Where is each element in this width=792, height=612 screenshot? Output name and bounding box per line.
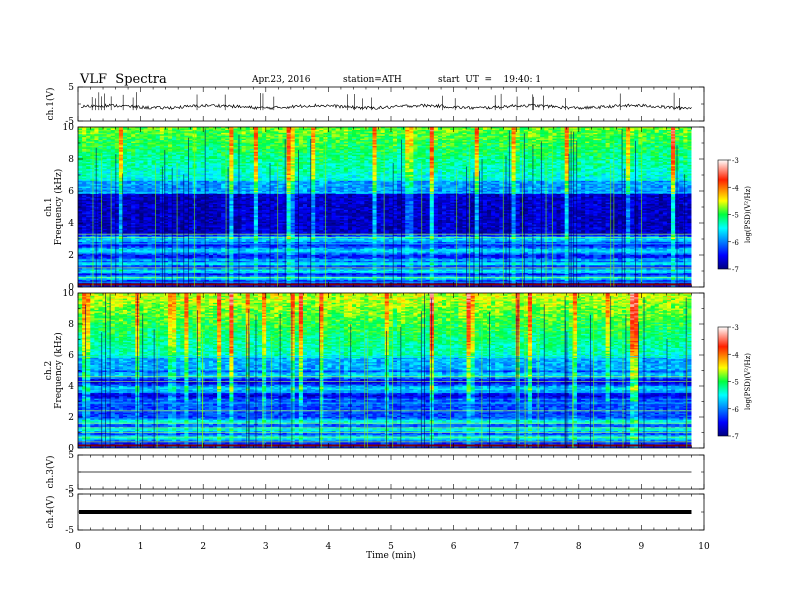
colorbar-label: log(PSD)(V²/Hz) xyxy=(744,353,752,410)
colorbar xyxy=(717,159,729,270)
colorbar-tick-label: -3 xyxy=(732,324,739,332)
y-tick-label: 4 xyxy=(68,382,74,392)
y-axis-label: ch.4(V) xyxy=(45,496,56,529)
colorbar-tick-label: -3 xyxy=(732,157,739,165)
x-tick-label: 10 xyxy=(698,542,710,552)
y-tick-label: -5 xyxy=(65,485,74,495)
x-tick-label: 9 xyxy=(639,542,645,552)
plot-title: VLF Spectra xyxy=(80,72,167,87)
y-tick-label: 6 xyxy=(68,351,74,361)
y-axis-label: ch.3(V) xyxy=(45,456,56,489)
colorbar-tick-label: -7 xyxy=(732,266,739,274)
y-tick-label: 5 xyxy=(68,451,74,461)
x-tick-label: 7 xyxy=(513,542,519,552)
y-tick-label: 4 xyxy=(68,219,74,229)
ch2-spectrogram xyxy=(78,293,704,448)
y-tick-label: 0 xyxy=(68,283,74,293)
y-tick-label: 5 xyxy=(68,490,74,500)
colorbar-tick-label: -7 xyxy=(732,433,739,441)
x-tick-label: 8 xyxy=(576,542,582,552)
y-tick-label: 8 xyxy=(68,320,74,330)
start-ut-label: start UT = 19:40: 1 xyxy=(438,75,541,85)
y-axis-label: Frequency (kHz) xyxy=(53,332,64,409)
x-tick-label: 2 xyxy=(200,542,206,552)
colorbar-label: log(PSD)(V²/Hz) xyxy=(744,186,752,243)
colorbar-tick-label: -6 xyxy=(732,406,739,414)
y-axis-label: Frequency (kHz) xyxy=(53,169,64,246)
station-label: station=ATH xyxy=(343,75,402,85)
x-tick-label: 1 xyxy=(138,542,144,552)
y-tick-label: -5 xyxy=(65,117,74,127)
y-tick-label: 0 xyxy=(68,444,74,454)
ch1-waveform xyxy=(80,103,692,111)
y-axis-label: ch.2 xyxy=(44,361,54,380)
x-tick-label: 0 xyxy=(75,542,81,552)
y-tick-label: 8 xyxy=(68,155,74,165)
colorbar xyxy=(717,326,729,437)
y-axis-label: ch.1(V) xyxy=(45,88,56,121)
x-tick-label: 5 xyxy=(388,542,394,552)
colorbar-tick-label: -5 xyxy=(732,379,739,387)
colorbar-tick-label: -4 xyxy=(732,184,739,192)
x-tick-label: 3 xyxy=(263,542,269,552)
y-axis-label: ch.1 xyxy=(44,197,54,216)
ch1-spectrogram xyxy=(78,127,704,287)
y-tick-label: 2 xyxy=(68,251,74,261)
x-tick-label: 6 xyxy=(451,542,457,552)
y-tick-label: 5 xyxy=(68,83,74,93)
panel-frame xyxy=(77,86,705,122)
y-tick-label: 2 xyxy=(68,413,74,423)
x-axis-label: Time (min) xyxy=(366,550,416,561)
y-tick-label: 10 xyxy=(63,123,75,133)
date-label: Apr.23, 2016 xyxy=(252,75,311,85)
x-tick-label: 4 xyxy=(326,542,332,552)
colorbar-tick-label: -5 xyxy=(732,212,739,220)
colorbar-tick-label: -6 xyxy=(732,239,739,247)
colorbar-tick-label: -4 xyxy=(732,351,739,359)
y-tick-label: 6 xyxy=(68,187,74,197)
y-tick-label: 10 xyxy=(63,289,75,299)
y-tick-label: -5 xyxy=(65,526,74,536)
